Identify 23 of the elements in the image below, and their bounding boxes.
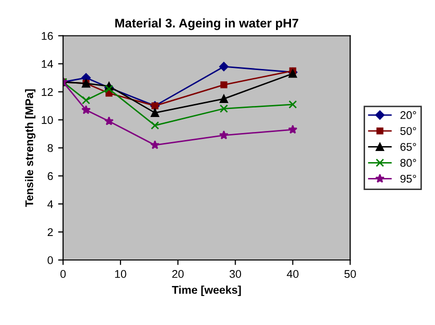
y-tick-label: 4 bbox=[47, 200, 54, 208]
chart-title: Material 3. Ageing in water pH7 bbox=[115, 18, 298, 30]
y-tick-label: 10 bbox=[42, 116, 53, 124]
legend-label: 20° bbox=[400, 111, 416, 120]
y-axis-title: Tensile strength [MPa] bbox=[25, 89, 36, 207]
x-tick-label: 20 bbox=[172, 270, 184, 278]
x-tick-label: 30 bbox=[230, 270, 242, 278]
y-tick-label: 14 bbox=[42, 60, 54, 68]
x-tick-label: 50 bbox=[344, 270, 356, 278]
x-tick-label: 10 bbox=[115, 270, 126, 278]
x-axis-title: Time [weeks] bbox=[172, 286, 241, 296]
legend-label: 95° bbox=[400, 174, 416, 183]
y-tick-label: 16 bbox=[42, 32, 53, 40]
y-tick-label: 8 bbox=[48, 144, 53, 152]
x-tick-label: 40 bbox=[286, 270, 298, 278]
legend-label: 65° bbox=[400, 142, 416, 151]
y-tick-label: 2 bbox=[48, 228, 53, 236]
y-tick-label: 12 bbox=[42, 88, 53, 96]
legend-label: 50° bbox=[400, 127, 416, 135]
legend-label: 80° bbox=[400, 158, 416, 167]
y-tick-label: 6 bbox=[48, 172, 53, 180]
x-tick-label: 0 bbox=[60, 270, 66, 278]
y-tick-label: 0 bbox=[48, 256, 53, 264]
